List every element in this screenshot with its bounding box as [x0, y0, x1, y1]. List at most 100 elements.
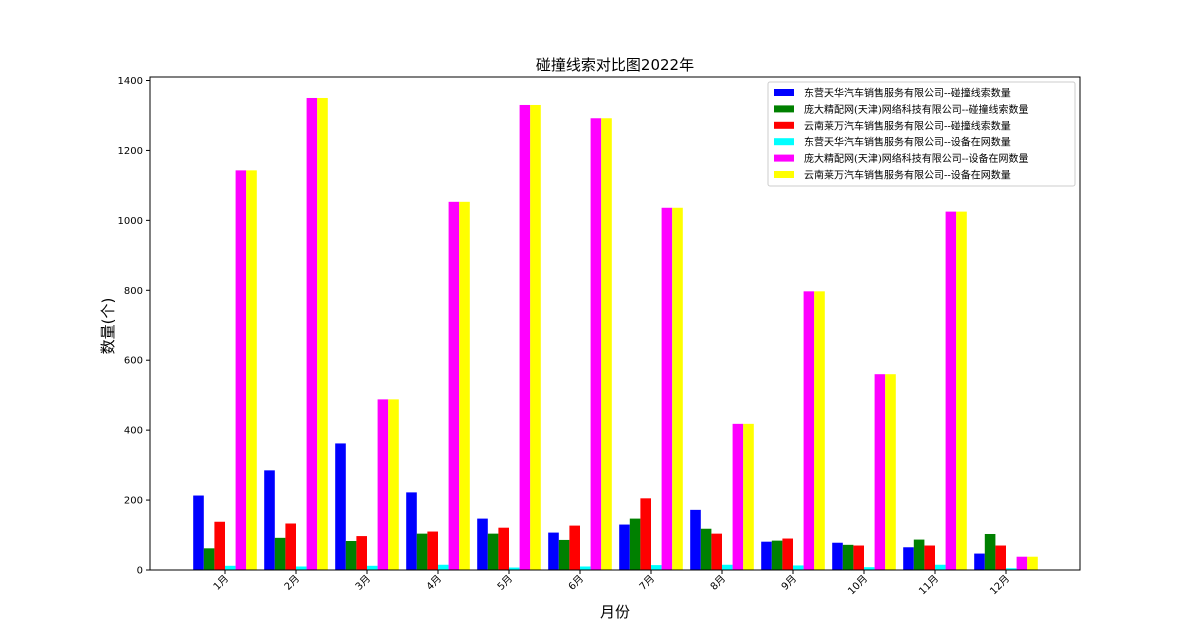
bar-series-3 [356, 536, 367, 570]
y-axis-label: 数量(个) [99, 298, 117, 355]
legend-swatch [774, 138, 794, 146]
bar-series-2 [558, 539, 570, 570]
bar-series-5 [732, 423, 744, 570]
x-tick-label: 7月 [637, 573, 657, 593]
x-axis-label: 月份 [600, 603, 630, 621]
y-tick-label: 800 [124, 286, 143, 297]
bar-series-4 [722, 564, 733, 570]
bar-series-4 [296, 566, 307, 570]
bar-series-3 [924, 545, 935, 570]
bar-series-4 [509, 567, 520, 570]
bar-series-3 [427, 531, 438, 570]
x-tick-label: 1月 [211, 573, 231, 593]
bar-series-3 [214, 521, 225, 570]
bar-series-3 [285, 523, 296, 570]
legend: 东营天华汽车销售服务有限公司--碰撞线索数量庞大精配网(天津)网络科技有限公司-… [767, 81, 1076, 187]
bar-series-5 [803, 291, 815, 570]
bar-series-4 [935, 564, 946, 570]
bar-series-5 [1016, 556, 1028, 570]
bar-series-4 [367, 565, 378, 570]
chart-title: 碰撞线索对比图2022年 [536, 56, 694, 74]
x-tick-label: 2月 [282, 573, 302, 593]
bar-series-3 [853, 545, 864, 570]
y-tick-label: 1200 [118, 146, 143, 157]
y-tick-label: 600 [124, 356, 143, 367]
legend-swatch [774, 154, 794, 162]
x-tick-label: 12月 [988, 573, 1013, 598]
x-tick-label: 3月 [353, 573, 373, 593]
y-tick-label: 200 [124, 496, 143, 507]
legend-swatch [774, 171, 794, 178]
y-tick-label: 1400 [118, 76, 143, 87]
bar-series-2 [842, 544, 854, 570]
bar-series-2 [203, 548, 215, 570]
bar-series-2 [984, 533, 996, 570]
x-tick-label: 6月 [566, 573, 586, 593]
x-tick-label: 10月 [846, 573, 871, 598]
bar-series-6 [530, 104, 541, 570]
bar-series-3 [640, 498, 651, 570]
bar-series-1 [903, 547, 914, 570]
bar-series-6 [743, 423, 754, 570]
bar-series-6 [672, 207, 683, 570]
x-tick-label: 11月 [917, 573, 942, 598]
legend-swatch [774, 105, 794, 113]
bars-layer [193, 97, 1038, 571]
bar-series-5 [306, 97, 318, 570]
bar-series-2 [416, 533, 428, 570]
bar-series-6 [459, 201, 470, 570]
bar-series-6 [317, 97, 328, 570]
bar-series-1 [832, 542, 843, 570]
bar-series-4 [793, 565, 804, 570]
bar-series-2 [487, 533, 499, 570]
bar-series-5 [874, 374, 886, 570]
bar-series-6 [1027, 556, 1038, 570]
bar-series-5 [377, 399, 389, 570]
bar-series-3 [782, 538, 793, 570]
bar-series-6 [956, 211, 967, 571]
bar-series-1 [335, 443, 346, 570]
bar-series-3 [569, 525, 580, 570]
bar-series-4 [1006, 568, 1017, 570]
x-tick-label: 8月 [708, 573, 728, 593]
legend-entry-label: 云南莱万汽车销售服务有限公司--碰撞线索数量 [804, 119, 1011, 132]
bar-series-1 [974, 553, 985, 570]
bar-series-2 [700, 528, 712, 570]
bar-series-3 [711, 533, 722, 570]
bar-series-6 [814, 291, 825, 570]
bar-series-5 [519, 104, 531, 570]
bar-series-1 [619, 524, 630, 570]
bar-series-5 [945, 211, 957, 571]
bar-series-3 [498, 527, 509, 570]
bar-series-1 [548, 532, 559, 570]
bar-series-5 [448, 201, 460, 570]
bar-series-5 [235, 170, 247, 571]
bar-series-4 [438, 564, 449, 570]
bar-series-2 [771, 540, 783, 570]
bar-series-4 [580, 566, 591, 570]
bar-series-1 [193, 495, 204, 570]
bar-series-1 [761, 541, 772, 570]
x-tick-label: 9月 [779, 573, 799, 593]
bar-series-1 [690, 509, 701, 570]
bar-series-4 [225, 565, 236, 570]
legend-entry-label: 东营天华汽车销售服务有限公司--碰撞线索数量 [804, 87, 1011, 100]
y-tick-label: 1000 [118, 216, 143, 227]
bar-series-6 [885, 374, 896, 570]
bar-series-1 [264, 470, 275, 570]
bar-series-1 [477, 518, 488, 570]
bar-series-4 [651, 565, 662, 570]
legend-swatch [774, 89, 794, 96]
bar-series-5 [661, 207, 673, 570]
bar-series-1 [406, 492, 417, 570]
bar-series-6 [601, 118, 612, 570]
bar-series-4 [864, 567, 875, 570]
bar-series-6 [388, 399, 399, 570]
bar-series-5 [590, 118, 602, 570]
y-tick-label: 0 [137, 566, 143, 577]
legend-entry-label: 庞大精配网(天津)网络科技有限公司--碰撞线索数量 [804, 103, 1029, 116]
legend-entry-label: 东营天华汽车销售服务有限公司--设备在网数量 [804, 136, 1011, 149]
legend-swatch [774, 121, 794, 129]
bar-series-2 [913, 539, 925, 570]
